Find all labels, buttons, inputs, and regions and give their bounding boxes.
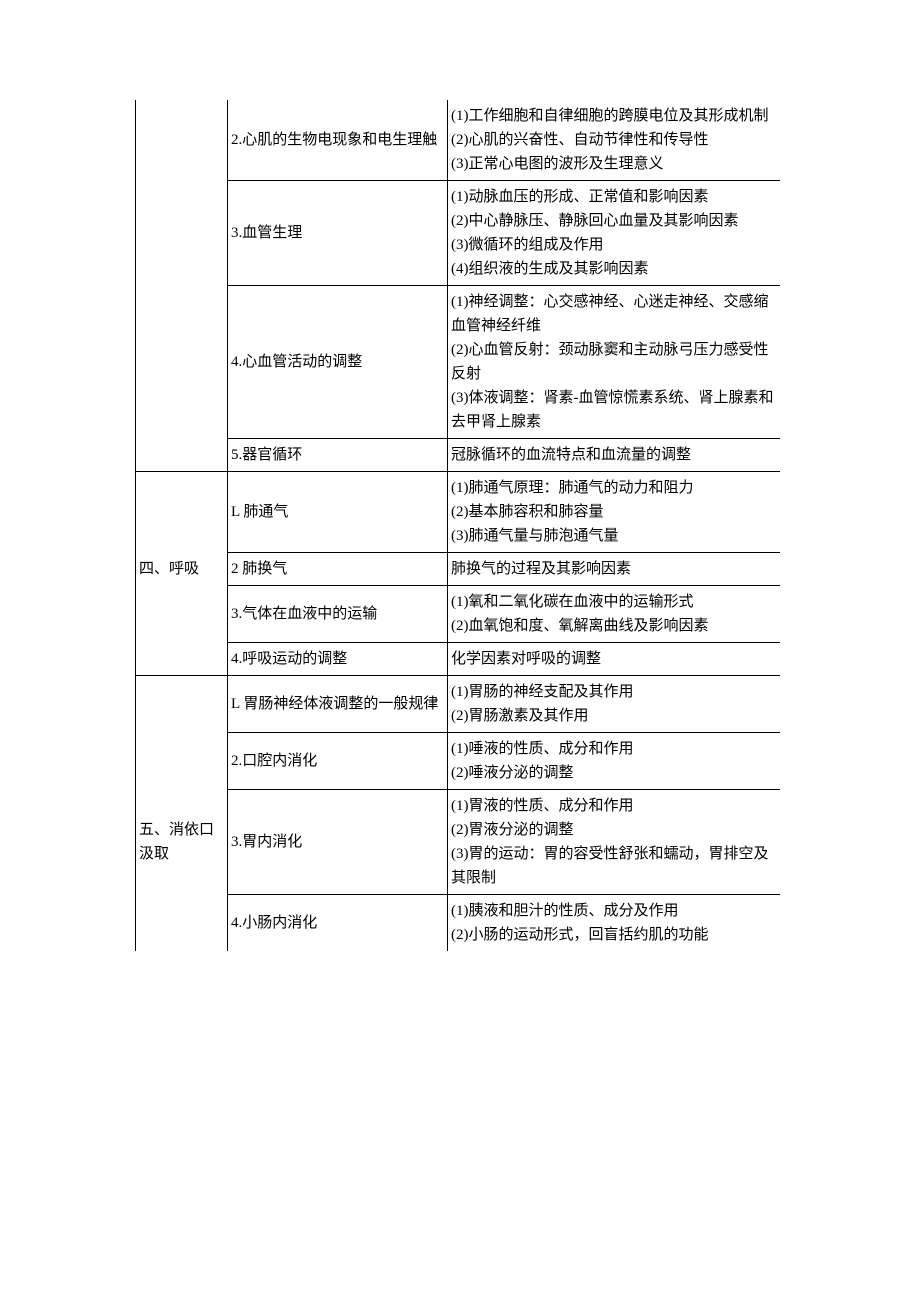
col-detail: (1)动脉血压的形成、正常值和影响因素 (2)中心静脉压、静脉回心血量及其影响因… — [448, 181, 781, 286]
syllabus-table: 2.心肌的生物电现象和电生理触 (1)工作细胞和自律细胞的跨膜电位及其形成机制 … — [135, 100, 780, 951]
col-topic: 2.口腔内消化 — [228, 733, 448, 790]
col-detail: (1)胰液和胆汁的性质、成分及作用 (2)小肠的运动形式，回盲括约肌的功能 — [448, 895, 781, 952]
col-category: 四、呼吸 — [136, 553, 228, 586]
col-category — [136, 100, 228, 181]
col-category: 五、消依口汲取 — [136, 790, 228, 895]
col-detail: 肺换气的过程及其影响因素 — [448, 553, 781, 586]
col-category — [136, 472, 228, 553]
col-category — [136, 181, 228, 286]
col-category — [136, 586, 228, 643]
col-topic: L 肺通气 — [228, 472, 448, 553]
col-category — [136, 676, 228, 733]
table-row: 4.心血管活动的调整 (1)神经调整：心交感神经、心迷走神经、交感缩血管神经纤维… — [136, 286, 781, 439]
table-row: 4.呼吸运动的调整 化学因素对呼吸的调整 — [136, 643, 781, 676]
col-detail: (1)唾液的性质、成分和作用 (2)唾液分泌的调整 — [448, 733, 781, 790]
col-topic: 3.血管生理 — [228, 181, 448, 286]
col-detail: (1)神经调整：心交感神经、心迷走神经、交感缩血管神经纤维 (2)心血管反射：颈… — [448, 286, 781, 439]
col-detail: (1)胃肠的神经支配及其作用 (2)胃肠激素及其作用 — [448, 676, 781, 733]
col-category — [136, 895, 228, 952]
col-topic: L 胃肠神经体液调整的一般规律 — [228, 676, 448, 733]
table-row: 4.小肠内消化 (1)胰液和胆汁的性质、成分及作用 (2)小肠的运动形式，回盲括… — [136, 895, 781, 952]
col-topic: 2.心肌的生物电现象和电生理触 — [228, 100, 448, 181]
table-row: 2.心肌的生物电现象和电生理触 (1)工作细胞和自律细胞的跨膜电位及其形成机制 … — [136, 100, 781, 181]
table-row: 2.口腔内消化 (1)唾液的性质、成分和作用 (2)唾液分泌的调整 — [136, 733, 781, 790]
col-topic: 2 肺换气 — [228, 553, 448, 586]
col-detail: 化学因素对呼吸的调整 — [448, 643, 781, 676]
table-row: L 肺通气 (1)肺通气原理：肺通气的动力和阻力 (2)基本肺容积和肺容量 (3… — [136, 472, 781, 553]
table-row: 5.器官循环 冠脉循环的血流特点和血流量的调整 — [136, 439, 781, 472]
col-category — [136, 733, 228, 790]
col-topic: 4.心血管活动的调整 — [228, 286, 448, 439]
col-detail: 冠脉循环的血流特点和血流量的调整 — [448, 439, 781, 472]
col-detail: (1)胃液的性质、成分和作用 (2)胃液分泌的调整 (3)胃的运动：胃的容受性舒… — [448, 790, 781, 895]
table-row: 3.气体在血液中的运输 (1)氧和二氧化碳在血液中的运输形式 (2)血氧饱和度、… — [136, 586, 781, 643]
col-category — [136, 643, 228, 676]
col-topic: 3.胃内消化 — [228, 790, 448, 895]
col-category — [136, 439, 228, 472]
col-category — [136, 286, 228, 439]
table-row: 四、呼吸 2 肺换气 肺换气的过程及其影响因素 — [136, 553, 781, 586]
col-topic: 4.小肠内消化 — [228, 895, 448, 952]
table-row: 五、消依口汲取 3.胃内消化 (1)胃液的性质、成分和作用 (2)胃液分泌的调整… — [136, 790, 781, 895]
col-detail: (1)工作细胞和自律细胞的跨膜电位及其形成机制 (2)心肌的兴奋性、自动节律性和… — [448, 100, 781, 181]
table-row: L 胃肠神经体液调整的一般规律 (1)胃肠的神经支配及其作用 (2)胃肠激素及其… — [136, 676, 781, 733]
col-detail: (1)肺通气原理：肺通气的动力和阻力 (2)基本肺容积和肺容量 (3)肺通气量与… — [448, 472, 781, 553]
col-detail: (1)氧和二氧化碳在血液中的运输形式 (2)血氧饱和度、氧解离曲线及影响因素 — [448, 586, 781, 643]
col-topic: 4.呼吸运动的调整 — [228, 643, 448, 676]
table-row: 3.血管生理 (1)动脉血压的形成、正常值和影响因素 (2)中心静脉压、静脉回心… — [136, 181, 781, 286]
col-topic: 3.气体在血液中的运输 — [228, 586, 448, 643]
col-topic: 5.器官循环 — [228, 439, 448, 472]
